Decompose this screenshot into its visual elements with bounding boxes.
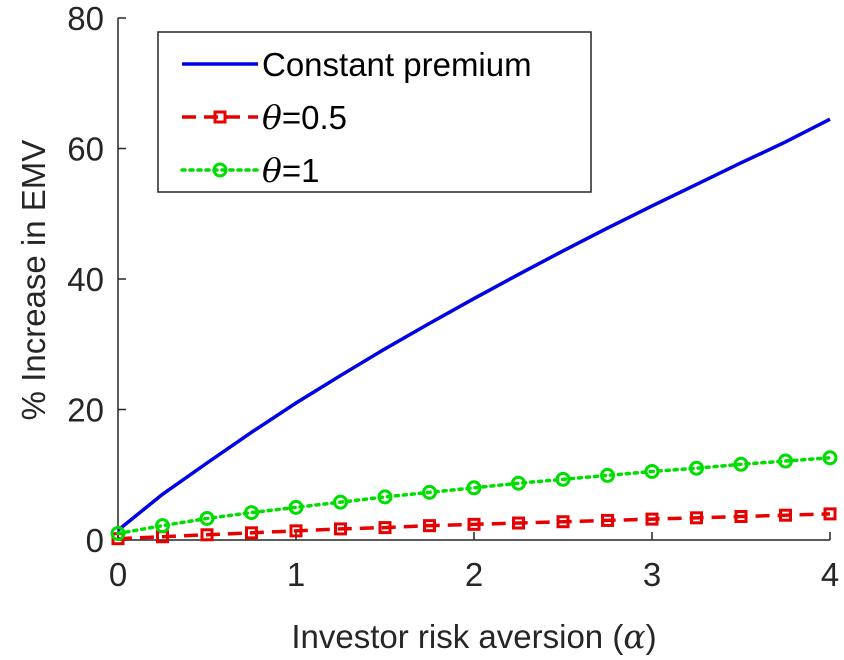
x-axis-label-close: ) bbox=[646, 618, 657, 655]
data-point bbox=[779, 508, 792, 522]
x-tick-label: 1 bbox=[287, 556, 305, 593]
x-ticks: 0 1 2 3 4 bbox=[109, 532, 839, 593]
x-axis-label-symbol: α bbox=[623, 617, 645, 656]
x-tick-label: 4 bbox=[821, 556, 839, 593]
legend-label-part: =0.5 bbox=[282, 99, 347, 136]
data-point bbox=[644, 463, 660, 479]
data-point bbox=[288, 499, 304, 515]
legend-item-0: Constant premium bbox=[182, 46, 532, 83]
data-point bbox=[422, 484, 437, 500]
data-point bbox=[645, 512, 659, 526]
series-line bbox=[116, 456, 832, 536]
data-point bbox=[199, 510, 215, 526]
data-point bbox=[600, 467, 615, 483]
data-point bbox=[690, 511, 703, 525]
legend-marker-swatch bbox=[212, 162, 228, 178]
data-point bbox=[110, 525, 126, 541]
y-tick-label: 0 bbox=[86, 522, 104, 559]
x-axis-label-text: Investor risk aversion ( bbox=[291, 618, 623, 655]
data-point bbox=[333, 494, 348, 510]
x-tick-label: 3 bbox=[643, 556, 661, 593]
y-tick-label: 60 bbox=[67, 131, 104, 168]
data-point bbox=[778, 453, 793, 469]
data-point bbox=[822, 450, 838, 466]
plot-area: 0 20 40 60 80 0 1 2 3 4 bbox=[67, 0, 839, 593]
legend-label-part: θ bbox=[262, 98, 282, 137]
legend-label-part: θ bbox=[262, 151, 282, 190]
data-point bbox=[423, 519, 436, 533]
data-point bbox=[289, 524, 303, 538]
legend-marker-swatch bbox=[213, 110, 227, 124]
series-layer bbox=[110, 117, 838, 546]
series-2 bbox=[110, 450, 838, 541]
y-tick-label: 20 bbox=[67, 392, 104, 429]
x-tick-label: 0 bbox=[109, 556, 127, 593]
x-tick-label: 2 bbox=[465, 556, 483, 593]
data-point bbox=[377, 489, 393, 505]
data-point bbox=[467, 517, 481, 531]
legend-label: θ=0.5 bbox=[262, 98, 347, 137]
data-point bbox=[601, 513, 614, 527]
data-point bbox=[245, 526, 258, 540]
legend-item-2: θ=1 bbox=[180, 151, 320, 190]
data-point bbox=[466, 480, 482, 496]
legend-label: Constant premium bbox=[262, 46, 532, 83]
series-line bbox=[117, 512, 831, 541]
y-tick-label: 40 bbox=[67, 261, 104, 298]
data-point bbox=[555, 471, 571, 487]
data-point bbox=[689, 460, 704, 476]
x-axis-label: Investor risk aversion (α) bbox=[291, 617, 656, 656]
data-point bbox=[556, 515, 570, 529]
legend-box bbox=[157, 31, 592, 193]
data-point bbox=[511, 475, 526, 491]
data-point bbox=[200, 528, 214, 542]
data-point bbox=[334, 522, 347, 536]
legend-label: θ=1 bbox=[262, 151, 320, 190]
data-point bbox=[244, 505, 259, 521]
data-point bbox=[378, 521, 392, 535]
y-tick-label: 80 bbox=[67, 0, 104, 37]
series-0 bbox=[116, 117, 831, 532]
legend-label-part: =1 bbox=[282, 152, 320, 189]
series-line bbox=[116, 117, 831, 532]
data-point bbox=[512, 516, 525, 530]
data-point bbox=[155, 518, 170, 534]
data-point bbox=[733, 456, 749, 472]
data-point bbox=[734, 510, 748, 524]
y-axis-label: % Increase in EMV bbox=[15, 140, 52, 421]
legend-item-1: θ=0.5 bbox=[182, 98, 347, 137]
data-point bbox=[823, 507, 837, 521]
y-ticks: 0 20 40 60 80 bbox=[67, 0, 126, 559]
legend-label-part: Constant premium bbox=[262, 46, 532, 83]
